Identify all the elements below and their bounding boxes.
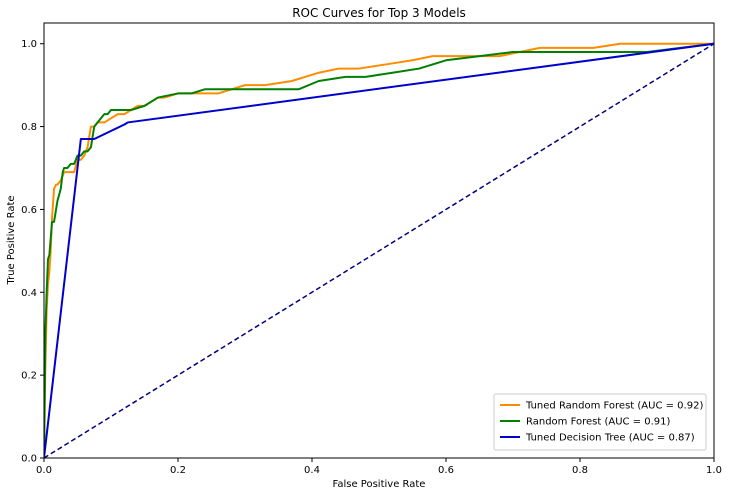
series-line-1 bbox=[44, 42, 714, 458]
y-tick-label: 0.2 bbox=[21, 371, 37, 382]
x-tick-label: 1.0 bbox=[706, 465, 722, 476]
y-tick-label: 0.4 bbox=[21, 288, 37, 299]
x-tick-label: 0.4 bbox=[304, 465, 320, 476]
legend-label-1: Random Forest (AUC = 0.91) bbox=[526, 417, 670, 428]
x-axis-label: False Positive Rate bbox=[333, 479, 426, 490]
axes-layer: 0.0 0.2 0.4 0.6 0.8 1.0 0.0 0.2 0.4 0.6 0.8 1.0 bbox=[21, 22, 722, 476]
chance-diagonal-line bbox=[44, 43, 714, 458]
legend: Tuned Random Forest (AUC = 0.92) Random F… bbox=[493, 393, 707, 451]
x-tick-label: 0.0 bbox=[36, 465, 52, 476]
chart-title: ROC Curves for Top 3 Models bbox=[292, 6, 466, 20]
x-tick-label: 0.6 bbox=[438, 465, 454, 476]
legend-label-0: Tuned Random Forest (AUC = 0.92) bbox=[525, 401, 703, 412]
y-tick-label: 1.0 bbox=[21, 39, 37, 50]
y-axis-label: True Positive Rate bbox=[6, 195, 17, 285]
plot-layer bbox=[44, 42, 714, 458]
x-tick-label: 0.2 bbox=[170, 465, 186, 476]
y-tick-label: 0.0 bbox=[21, 454, 37, 465]
y-tick-label: 0.6 bbox=[21, 205, 37, 216]
x-tick-label: 0.8 bbox=[572, 465, 588, 476]
legend-label-2: Tuned Decision Tree (AUC = 0.87) bbox=[525, 433, 695, 444]
series-line-2 bbox=[44, 42, 714, 458]
y-tick-label: 0.8 bbox=[21, 122, 37, 133]
axes-frame bbox=[43, 22, 715, 459]
legend-box bbox=[493, 393, 707, 451]
